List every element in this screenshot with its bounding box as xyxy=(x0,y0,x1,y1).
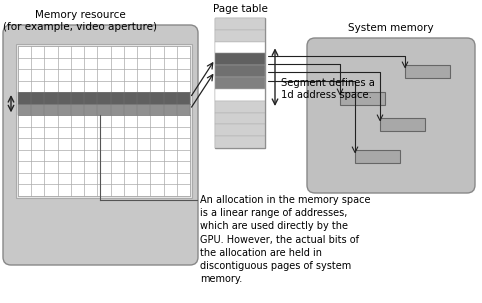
Text: System memory: System memory xyxy=(348,23,434,33)
Bar xyxy=(215,30,265,42)
Bar xyxy=(215,89,265,101)
Bar xyxy=(18,92,190,104)
Bar xyxy=(16,44,192,198)
Text: An allocation in the memory space
is a linear range of addresses,
which are used: An allocation in the memory space is a l… xyxy=(200,195,371,284)
Bar xyxy=(405,65,450,78)
Bar xyxy=(215,124,265,136)
FancyBboxPatch shape xyxy=(3,25,198,265)
Bar xyxy=(18,46,190,196)
FancyBboxPatch shape xyxy=(307,38,475,193)
Bar xyxy=(215,65,265,77)
Text: Page table: Page table xyxy=(213,4,268,14)
Bar xyxy=(215,18,265,30)
Bar xyxy=(18,104,190,115)
Bar xyxy=(215,53,265,65)
Bar xyxy=(215,112,265,124)
Text: Segment defines a
1d address space.: Segment defines a 1d address space. xyxy=(281,78,375,100)
Bar xyxy=(215,42,265,53)
Bar xyxy=(215,101,265,112)
Bar xyxy=(215,18,265,148)
Bar xyxy=(215,77,265,89)
Bar xyxy=(355,150,400,163)
Text: Memory resource
(for example, video aperture): Memory resource (for example, video aper… xyxy=(3,10,157,32)
Bar xyxy=(215,136,265,148)
Bar xyxy=(380,118,425,131)
Bar xyxy=(340,92,385,105)
